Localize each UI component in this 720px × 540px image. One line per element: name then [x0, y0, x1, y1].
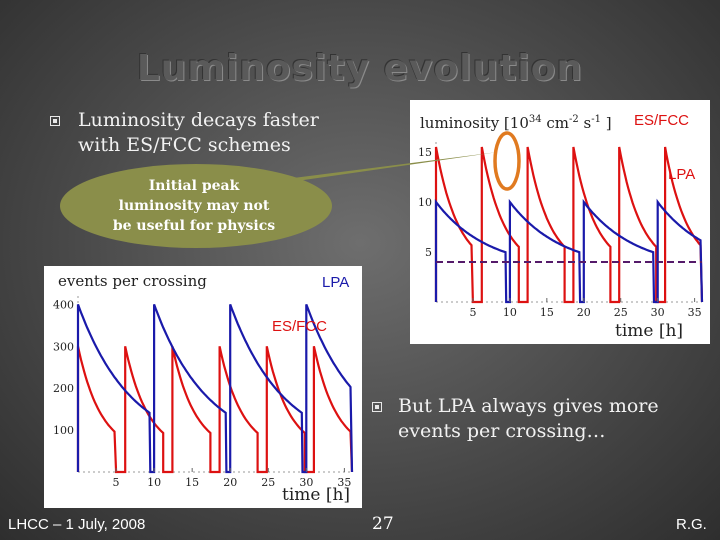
x-tick-label: 5: [113, 476, 120, 489]
x-tick-label: 35: [337, 476, 351, 489]
page-number: 27: [372, 514, 394, 534]
x-tick-label: 5: [469, 306, 476, 319]
x-tick-label: 25: [261, 476, 275, 489]
y-tick-label: 100: [53, 424, 74, 437]
lpa-label-bottom: LPA: [322, 274, 350, 291]
events-chart-panel: events per crossing 5 10 15 20 25 30 35 100 200 3…: [44, 266, 362, 508]
series-line-lpa: [76, 304, 354, 474]
bullet-2-line-2: events per crossing…: [398, 420, 606, 442]
series-line-lpa: [434, 198, 704, 304]
series-line-es-fcc: [434, 146, 704, 304]
y-tick-label: 400: [53, 298, 74, 311]
es-fcc-label-bottom: ES/FCC: [272, 318, 328, 335]
callout-line-1: Initial peak: [148, 178, 240, 194]
lpa-label-top: LPA: [668, 166, 696, 183]
y-tick-label: 5: [425, 246, 432, 259]
luminosity-chart-title: luminosity [1034 cm-2 s-1 ]: [420, 114, 612, 132]
luminosity-chart: luminosity [1034 cm-2 s-1 ] 5 10 15 20 25 30 3…: [418, 114, 704, 341]
x-tick-label: 10: [503, 306, 517, 319]
footer-left: LHCC – 1 July, 2008: [8, 516, 146, 533]
luminosity-chart-xlabel: time [h]: [615, 321, 683, 341]
events-chart-title: events per crossing: [58, 272, 207, 290]
y-tick-label: 300: [53, 340, 74, 353]
bullet-2-text: But LPA always gives more events per cro…: [398, 394, 659, 444]
es-fcc-label-top: ES/FCC: [634, 112, 690, 129]
callout-line-2: luminosity may not: [118, 198, 270, 214]
x-tick-label: 30: [651, 306, 665, 319]
x-tick-label: 30: [299, 476, 313, 489]
x-tick-label: 15: [185, 476, 199, 489]
bullet-1-line-1: Luminosity decays faster: [78, 109, 319, 131]
x-tick-label: 20: [577, 306, 591, 319]
callout-text: Initial peak luminosity may not be usefu…: [78, 176, 310, 236]
events-chart: events per crossing 5 10 15 20 25 30 35 100 200 3…: [53, 272, 354, 505]
bullet-1-text: Luminosity decays faster with ES/FCC sch…: [78, 108, 319, 158]
x-tick-label: 25: [614, 306, 628, 319]
series-line-es-fcc: [76, 346, 354, 474]
bullet-1-line-2: with ES/FCC schemes: [78, 134, 291, 156]
luminosity-chart-panel: luminosity [1034 cm-2 s-1 ] 5 10 15 20 25 30 3…: [410, 100, 710, 344]
x-tick-label: 15: [540, 306, 554, 319]
y-tick-label: 15: [418, 146, 432, 159]
bullet-2-line-1: But LPA always gives more: [398, 395, 659, 417]
x-tick-label: 35: [688, 306, 702, 319]
y-tick-label: 200: [53, 382, 74, 395]
bullet-1-icon: [50, 116, 60, 126]
callout-line-3: be useful for physics: [112, 218, 276, 234]
slide-title: Luminosity evolution: [136, 48, 584, 89]
x-tick-label: 20: [223, 476, 237, 489]
footer-right: R.G.: [676, 516, 707, 533]
bullet-2-icon: [372, 402, 382, 412]
events-chart-xlabel: time [h]: [282, 485, 350, 505]
y-tick-label: 10: [418, 196, 432, 209]
x-tick-label: 10: [147, 476, 161, 489]
